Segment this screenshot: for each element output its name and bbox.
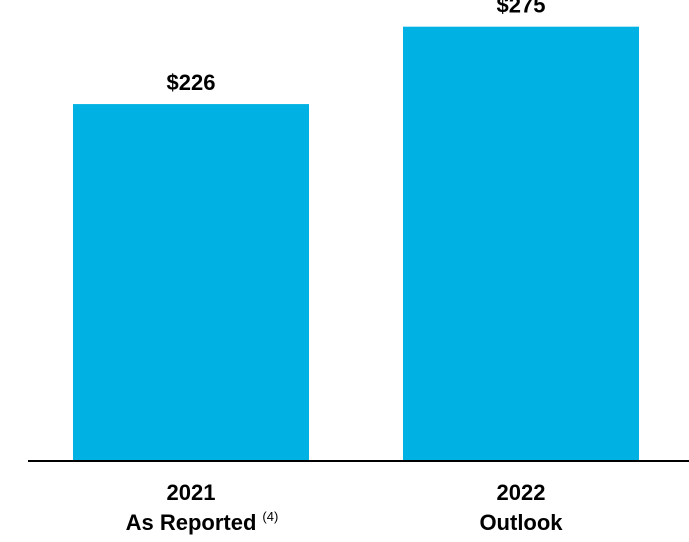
data-label-1: $275 — [497, 0, 546, 18]
bars-group — [73, 26, 639, 461]
category-labels-group: 2021 As Reported (4) 2022 Outlook — [126, 480, 564, 535]
footnote-marker-0: (4) — [262, 509, 278, 524]
category-label-line2-0: As Reported — [126, 510, 257, 535]
bar-0 — [73, 104, 309, 461]
data-label-0: $226 — [167, 70, 216, 95]
category-label-line1-0: 2021 — [167, 480, 216, 505]
value-labels-group: $226 $275 — [167, 0, 546, 95]
category-label-line1-1: 2022 — [497, 480, 546, 505]
bar-1 — [403, 26, 639, 461]
category-label-line2-1: Outlook — [479, 510, 563, 535]
